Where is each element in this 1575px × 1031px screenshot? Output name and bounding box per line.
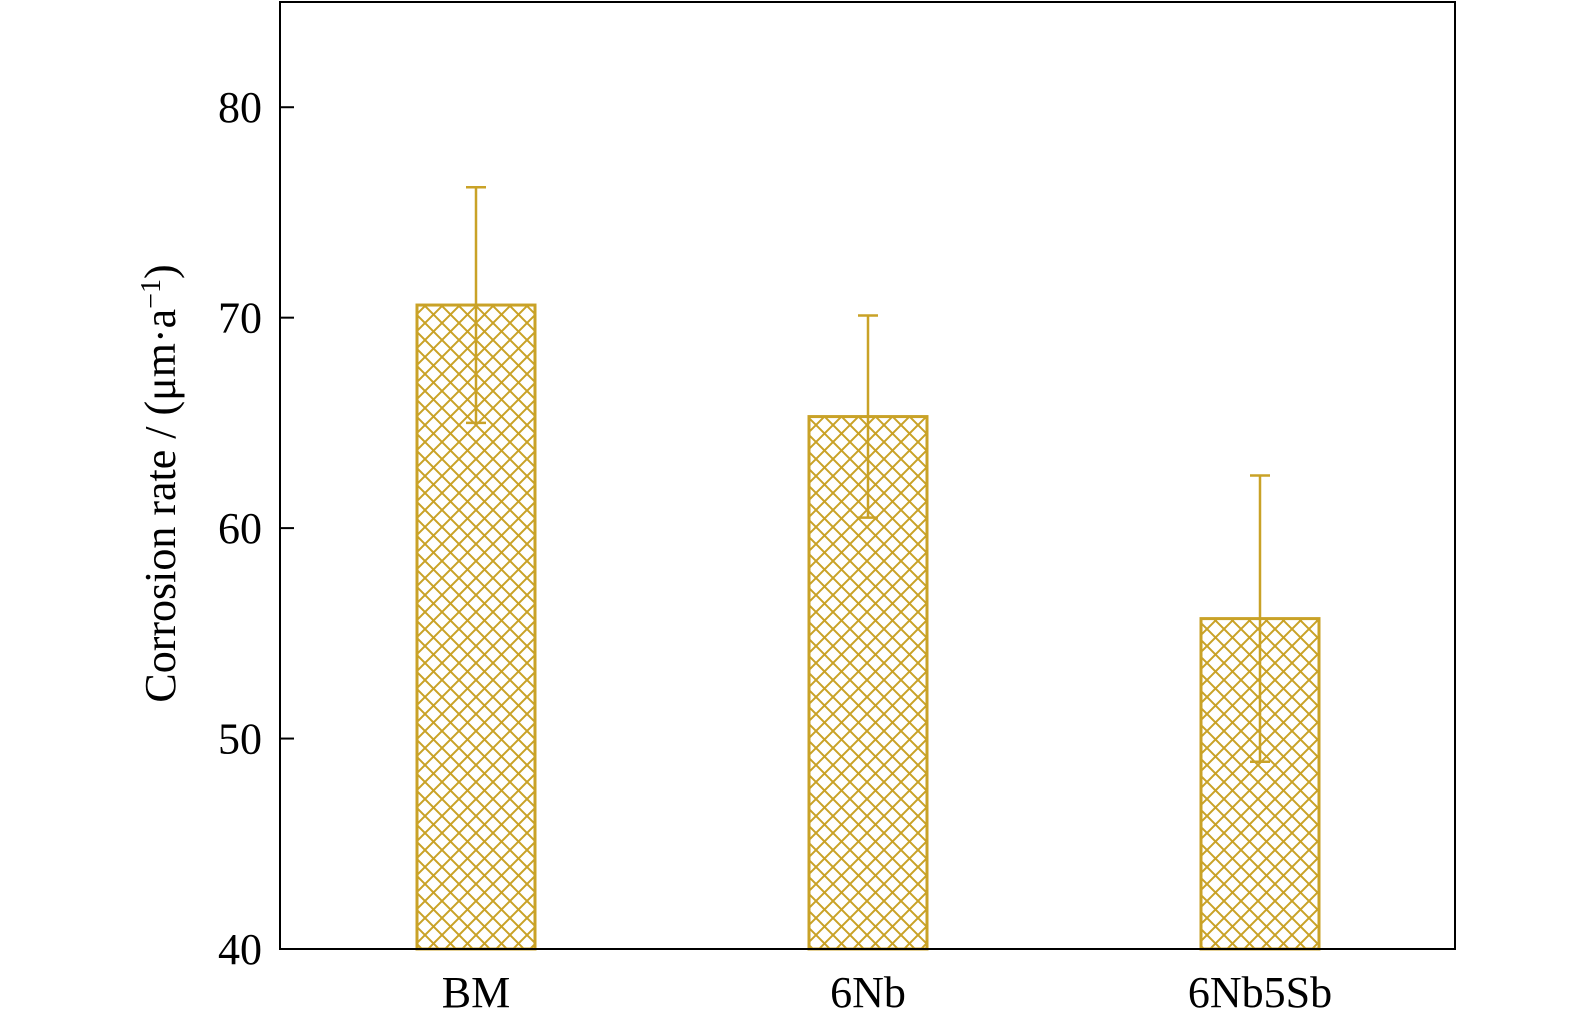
y-axis-title: Corrosion rate / (μm·a−1) (136, 264, 186, 702)
y-tick-label: 60 (218, 504, 262, 553)
x-axis: BM 6Nb 6Nb5Sb (442, 968, 1332, 1017)
x-tick-label: 6Nb5Sb (1188, 968, 1332, 1017)
y-axis-title-main: Corrosion rate / (μm·a (136, 309, 185, 703)
y-tick-label: 50 (218, 715, 262, 764)
y-axis-title-superscript: −1 (136, 279, 167, 309)
y-tick-label: 80 (218, 83, 262, 132)
error-bars (466, 185, 1270, 763)
x-tick-label: BM (442, 968, 510, 1017)
y-tick-label: 70 (218, 294, 262, 343)
y-tick-label: 40 (218, 925, 262, 974)
y-axis: 40 50 60 70 80 (218, 83, 294, 974)
x-tick-label: 6Nb (830, 968, 906, 1017)
plot-frame (279, 1, 1456, 950)
y-axis-title-close: ) (136, 264, 185, 279)
